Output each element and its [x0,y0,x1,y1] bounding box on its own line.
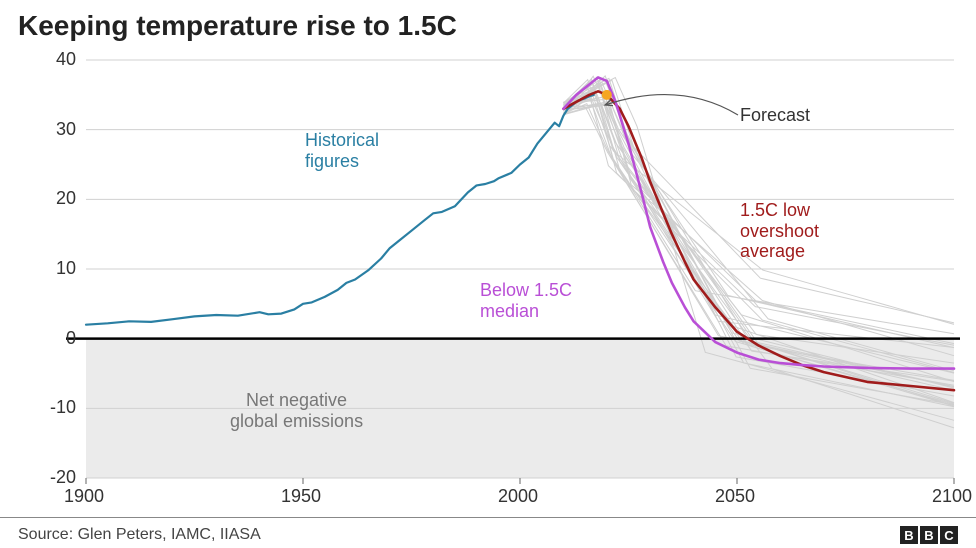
footer: Source: Glen Peters, IAMC, IIASA B B C [0,517,976,548]
y-tick-label: 40 [36,49,76,70]
annotation-net-negative: Net negativeglobal emissions [230,390,363,431]
x-tick-label: 2100 [932,486,972,507]
y-tick-label: 0 [36,328,76,349]
annotation-forecast: Forecast [740,105,810,126]
bbc-logo-c: C [940,526,958,544]
bbc-logo-b1: B [900,526,918,544]
y-tick-label: -20 [36,467,76,488]
annotation-below-15c-median: Below 1.5Cmedian [480,280,572,321]
y-tick-label: 20 [36,188,76,209]
bbc-logo: B B C [900,526,958,544]
y-tick-label: -10 [36,397,76,418]
bbc-logo-b2: B [920,526,938,544]
x-tick-label: 2050 [715,486,755,507]
annotation-low-overshoot: 1.5C lowovershootaverage [740,200,819,262]
x-tick-label: 1950 [281,486,321,507]
line-chart [0,0,976,548]
x-tick-label: 2000 [498,486,538,507]
x-tick-label: 1900 [64,486,104,507]
y-tick-label: 10 [36,258,76,279]
y-tick-label: 30 [36,119,76,140]
source-text: Source: Glen Peters, IAMC, IIASA [18,526,261,544]
annotation-historical: Historicalfigures [305,130,379,171]
